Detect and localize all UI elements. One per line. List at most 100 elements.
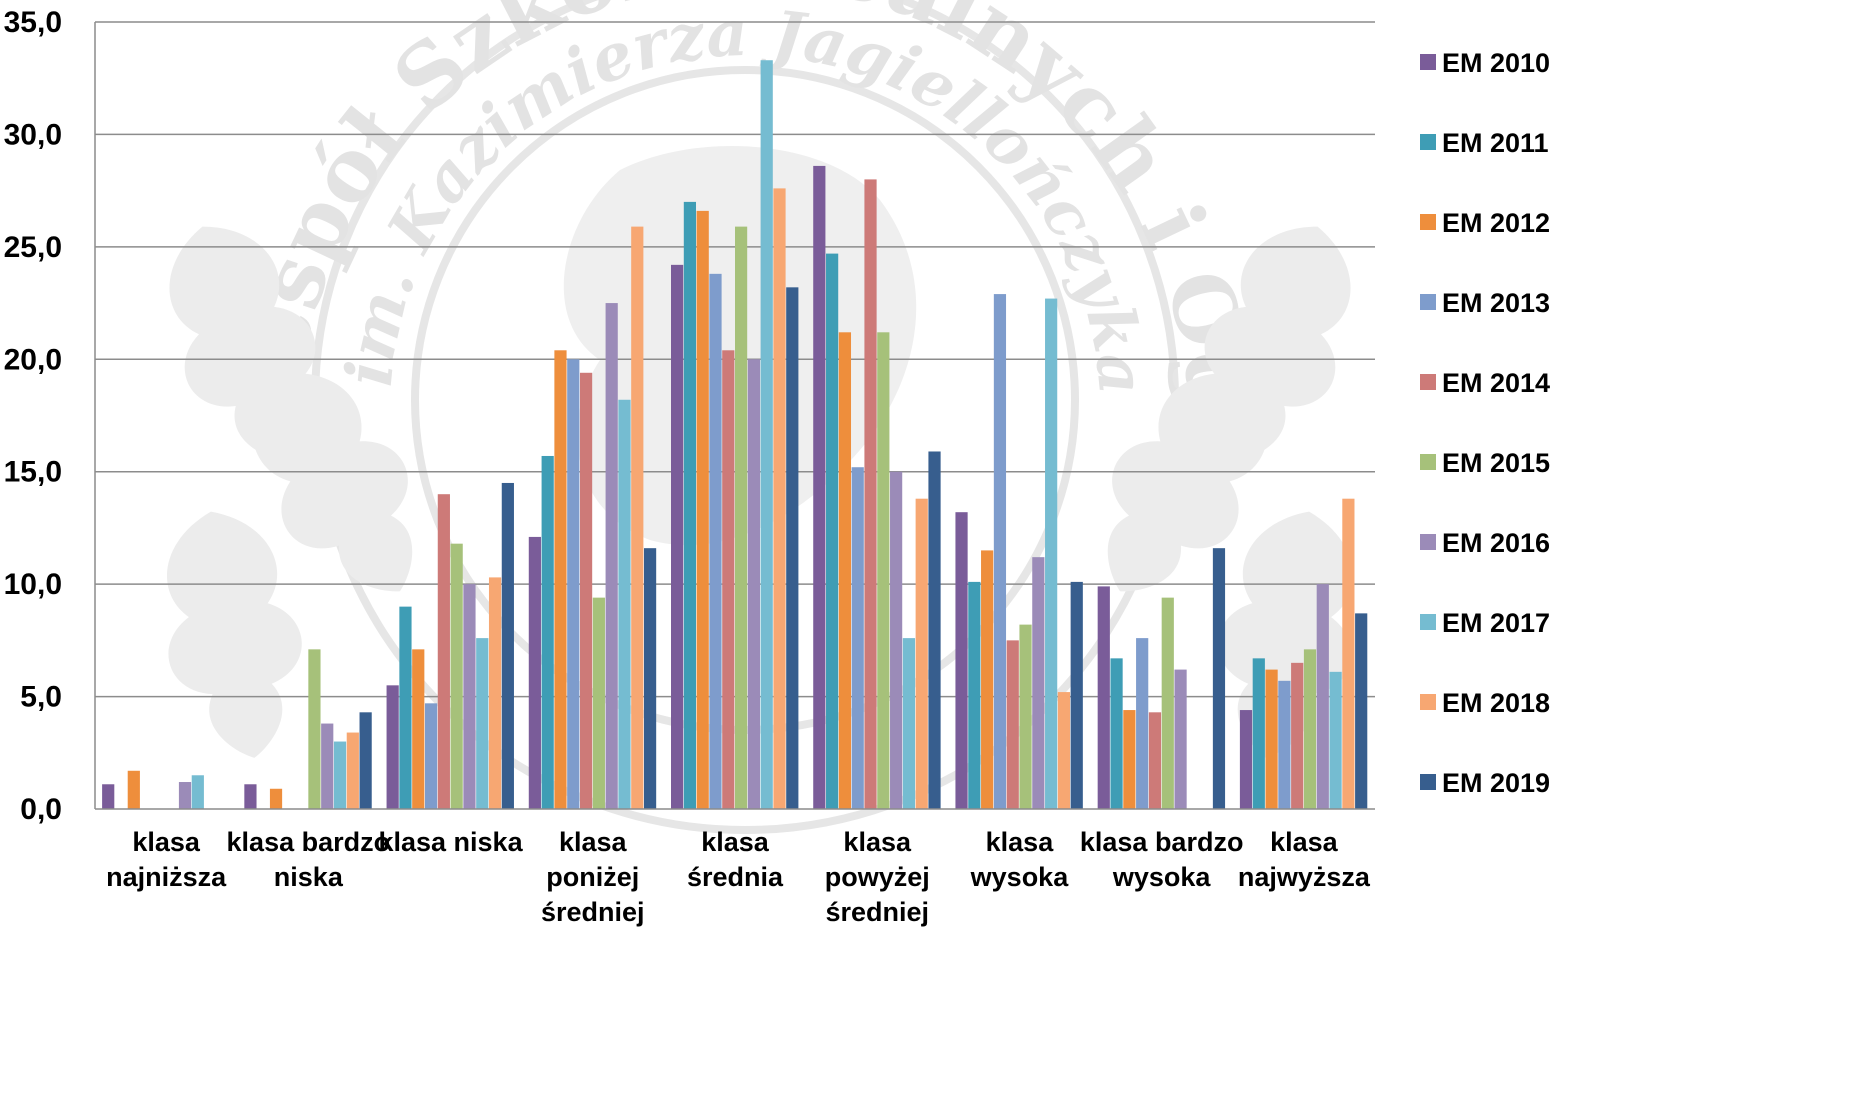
bar <box>864 179 877 809</box>
bar <box>696 210 709 809</box>
legend-item: EM 2017 <box>1420 608 1550 638</box>
bar <box>968 581 981 809</box>
legend-swatch <box>1420 774 1436 790</box>
bar <box>760 60 773 810</box>
bar <box>955 512 968 809</box>
legend-swatch <box>1420 454 1436 470</box>
y-tick-label: 15,0 <box>4 456 62 489</box>
legend-label: EM 2010 <box>1442 48 1550 78</box>
bar <box>592 597 605 809</box>
bar <box>488 577 502 809</box>
bar <box>915 498 928 809</box>
bar <box>631 226 644 809</box>
bar <box>399 606 412 809</box>
bar <box>618 399 631 809</box>
bar <box>127 770 140 809</box>
bar <box>1161 597 1174 809</box>
x-category-label: klasa wysoka <box>970 827 1070 892</box>
x-category-label: klasa najwyższa <box>1238 827 1371 892</box>
legend-label: EM 2015 <box>1442 448 1550 478</box>
bar <box>476 638 489 809</box>
bar <box>826 253 839 810</box>
legend-swatch <box>1420 214 1436 230</box>
bar <box>928 451 941 809</box>
legend-item: EM 2014 <box>1420 368 1550 398</box>
legend-swatch <box>1420 294 1436 310</box>
bar <box>412 649 425 809</box>
bar <box>386 685 399 809</box>
bar <box>709 273 722 810</box>
bar <box>1148 712 1162 809</box>
legend: EM 2010 EM 2011 EM 2012 EM 2013 EM 2014 EM 20… <box>1420 48 1550 798</box>
bar <box>1291 662 1304 809</box>
legend-item: EM 2011 <box>1420 128 1549 158</box>
y-tick-label: 0,0 <box>20 793 62 826</box>
axes <box>94 22 1375 810</box>
bar <box>993 294 1007 810</box>
x-category-label: klasa poniżej średniej <box>541 827 645 927</box>
bar <box>541 455 554 809</box>
bar <box>1329 671 1342 809</box>
legend-swatch <box>1420 694 1436 710</box>
y-tick-label: 30,0 <box>4 118 62 151</box>
bar <box>191 775 204 809</box>
legend-swatch <box>1420 374 1436 390</box>
bar <box>1110 658 1123 809</box>
bar <box>501 482 514 809</box>
bar <box>1136 638 1149 809</box>
bar <box>877 332 890 809</box>
bar <box>1097 586 1110 809</box>
watermark-leaf <box>167 511 302 758</box>
x-category-label: klasa niska <box>378 827 523 857</box>
bar <box>579 372 593 809</box>
bar <box>1057 692 1071 809</box>
bar <box>1032 557 1045 809</box>
bar <box>1006 640 1019 809</box>
bar <box>528 536 541 809</box>
legend-item: EM 2013 <box>1420 288 1550 318</box>
bar <box>244 784 257 809</box>
watermark-leaf <box>1107 373 1268 592</box>
bar <box>308 649 321 809</box>
legend-label: EM 2014 <box>1442 368 1550 398</box>
bar <box>1239 710 1253 809</box>
bar <box>671 264 684 810</box>
legend-item: EM 2012 <box>1420 208 1550 238</box>
bar <box>1070 581 1083 809</box>
legend-label: EM 2012 <box>1442 208 1550 238</box>
bar <box>890 471 903 809</box>
bar <box>1212 548 1226 809</box>
bar <box>437 494 450 809</box>
y-tick-label: 25,0 <box>4 231 62 264</box>
bar <box>1316 584 1329 809</box>
y-tick-label: 10,0 <box>4 568 62 601</box>
bar <box>269 788 283 809</box>
bar <box>643 548 657 809</box>
y-axis-ticks: 0,0 5,0 10,0 15,0 20,0 25,0 30,0 35,0 <box>4 6 62 826</box>
bar <box>902 638 916 809</box>
bar <box>747 359 760 809</box>
legend-item: EM 2015 <box>1420 448 1550 478</box>
bar <box>450 543 463 809</box>
legend-item: EM 2016 <box>1420 528 1550 558</box>
bar <box>838 332 852 809</box>
bar <box>1252 658 1265 809</box>
y-tick-label: 35,0 <box>4 6 62 39</box>
bar <box>554 350 567 809</box>
legend-label: EM 2017 <box>1442 608 1550 638</box>
bar <box>333 741 347 809</box>
legend-label: EM 2019 <box>1442 768 1550 798</box>
bar <box>786 287 799 810</box>
bar <box>813 165 826 809</box>
bar <box>1355 613 1368 809</box>
x-category-label: klasa najniższa <box>106 827 227 892</box>
bar <box>851 467 864 809</box>
bar <box>321 723 334 809</box>
bar <box>1265 669 1278 809</box>
x-category-label: klasa średnia <box>687 827 784 892</box>
bar <box>346 732 359 809</box>
bar <box>735 226 748 809</box>
legend-label: EM 2013 <box>1442 288 1550 318</box>
